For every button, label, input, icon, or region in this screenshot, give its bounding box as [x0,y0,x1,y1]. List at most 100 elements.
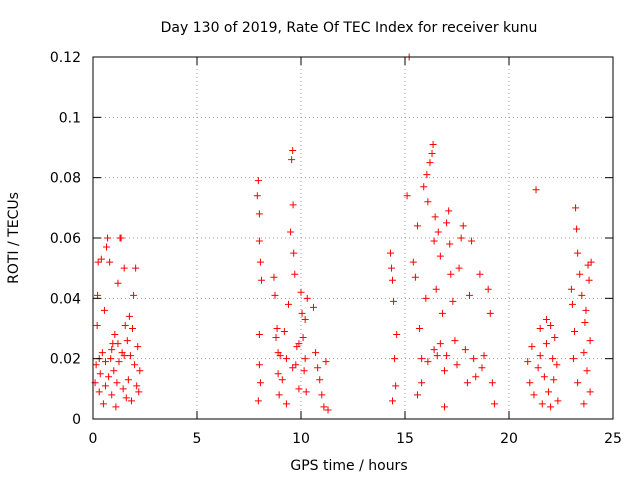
data-point [121,321,129,329]
data-point [416,325,424,332]
data-point [465,291,473,299]
data-point [389,397,397,405]
data-point [587,258,595,266]
data-point [540,373,548,381]
data-point [441,403,449,411]
grid-lines [93,57,613,419]
data-point [106,258,114,266]
data-point [549,355,557,363]
y-tick-label: 0.02 [50,352,81,368]
data-point [289,201,297,209]
data-point [423,171,431,179]
data-point [524,358,532,366]
data-point [285,300,293,308]
data-point [580,349,588,357]
data-point [391,355,399,363]
data-point [122,394,130,402]
data-point [126,352,134,360]
data-point [103,243,111,251]
data-point [576,270,584,278]
x-tick-label: 0 [89,431,98,447]
data-point [287,228,295,236]
data-point [451,337,459,345]
data-point [586,337,594,345]
data-point [324,406,332,414]
data-point [256,258,264,266]
data-point [534,364,542,372]
data-point [453,361,461,369]
data-point [120,352,128,360]
data-point [99,400,107,408]
data-point [115,358,123,366]
data-point [282,400,290,408]
data-point [98,349,106,357]
data-point [95,388,103,396]
data-point [584,261,592,269]
data-point [443,352,451,360]
x-tick-label: 15 [396,431,414,447]
x-axis-label: GPS time / hours [290,458,407,474]
data-point [429,140,437,148]
data-point [528,343,536,351]
data-point [254,397,262,405]
data-point [418,379,426,387]
data-point [270,273,278,281]
data-point [387,264,395,272]
data-point [545,388,553,396]
data-point [438,309,446,317]
data-point [582,306,590,314]
data-point [112,403,120,411]
data-point [97,255,105,263]
data-point [320,403,328,411]
data-point [303,294,311,302]
data-point [449,297,457,305]
data-point [301,355,309,363]
data-point [445,207,453,215]
data-point [583,367,591,375]
y-axis-ticks: 0 0.02 0.04 0.06 0.08 0.1 0.12 [50,50,613,428]
data-point [459,222,467,230]
data-point [542,340,550,348]
data-point [289,364,297,372]
data-point [547,403,555,411]
data-point [461,346,469,354]
data-point [255,331,263,339]
data-point [443,219,451,227]
data-point [100,306,108,314]
data-point [300,367,308,375]
data-point [431,213,439,221]
data-point [436,340,444,348]
data-point [434,228,442,236]
data-point [104,234,112,242]
y-tick-label: 0.12 [50,50,81,66]
y-tick-label: 0.06 [50,231,81,247]
data-point [536,352,544,360]
data-point [105,373,113,381]
data-point [553,361,561,369]
data-point [117,234,125,242]
data-point [403,192,411,200]
data-point [573,225,581,233]
data-point [585,276,593,284]
data-point [101,358,109,366]
data-point [393,331,401,339]
data-point [472,373,480,381]
data-point [133,382,141,390]
data-point [302,388,310,396]
data-point [580,400,588,408]
data-point [390,297,398,305]
data-point [430,346,438,354]
data-point [124,376,132,384]
data-point [125,312,133,320]
data-point [107,355,115,363]
data-point [114,340,122,348]
data-point [132,264,140,272]
data-point [532,186,540,194]
data-point [436,252,444,260]
data-point [292,361,300,369]
data-point [309,303,317,311]
x-tick-label: 5 [193,431,202,447]
data-point [433,352,441,360]
data-point [108,391,116,399]
